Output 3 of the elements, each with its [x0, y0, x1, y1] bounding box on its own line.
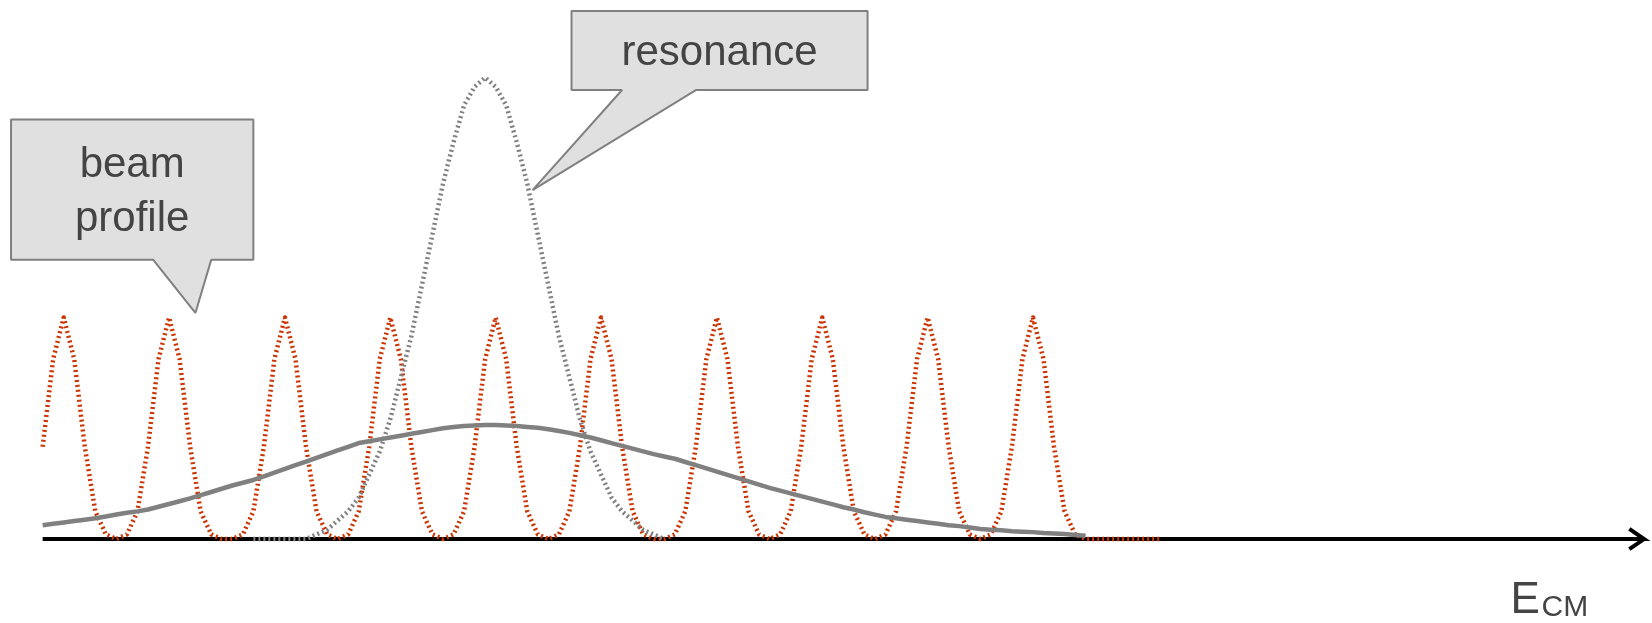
text: resonance [621, 27, 818, 75]
text: ECM [1510, 572, 1589, 622]
annotation: beam profile [75, 139, 190, 241]
